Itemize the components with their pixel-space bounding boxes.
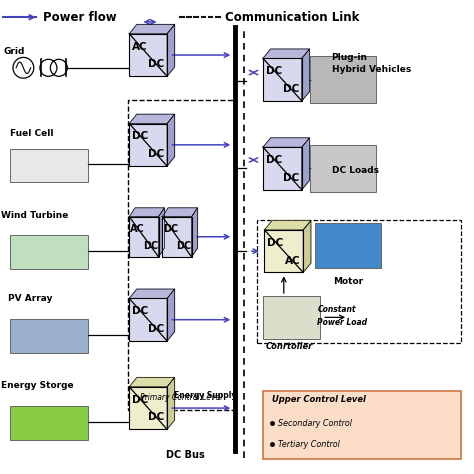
Text: DC Loads: DC Loads: [331, 166, 379, 175]
Text: DC: DC: [283, 173, 299, 183]
Text: DC: DC: [148, 149, 164, 159]
Text: Plug-in: Plug-in: [331, 53, 367, 62]
Text: DC Bus: DC Bus: [165, 450, 204, 460]
Text: Hybrid Vehicles: Hybrid Vehicles: [331, 65, 411, 74]
Text: DC: DC: [266, 66, 282, 76]
Bar: [310, 145, 376, 192]
Text: DC: DC: [163, 224, 178, 234]
Text: DC: DC: [283, 84, 299, 94]
Text: Secondary Control: Secondary Control: [278, 419, 352, 428]
Bar: [129, 34, 167, 76]
Bar: [315, 223, 381, 268]
Polygon shape: [167, 114, 174, 166]
Bar: [263, 58, 302, 101]
Polygon shape: [167, 25, 174, 76]
Polygon shape: [302, 138, 310, 190]
Text: DC: DC: [148, 59, 164, 69]
Text: AC: AC: [284, 255, 300, 265]
Bar: [310, 56, 376, 103]
Text: DC: DC: [176, 241, 191, 251]
Bar: [129, 217, 158, 257]
Bar: [10, 235, 88, 269]
Polygon shape: [129, 377, 174, 387]
Text: Tertiary Control: Tertiary Control: [278, 439, 340, 448]
Polygon shape: [303, 220, 311, 273]
Text: Fuel Cell: Fuel Cell: [10, 128, 54, 137]
Bar: [10, 319, 88, 353]
Text: Upper Control Level: Upper Control Level: [273, 395, 366, 403]
Bar: [128, 100, 235, 410]
Bar: [263, 391, 462, 459]
Text: DC: DC: [148, 412, 164, 422]
Text: AC: AC: [130, 224, 145, 234]
Text: DC: DC: [132, 131, 148, 141]
Text: Energy Supply: Energy Supply: [174, 391, 237, 400]
Text: Primary Control Level: Primary Control Level: [140, 393, 223, 402]
Polygon shape: [158, 208, 164, 257]
Text: Motor: Motor: [333, 277, 363, 286]
Polygon shape: [129, 114, 174, 124]
Polygon shape: [167, 377, 174, 429]
Text: Grid: Grid: [3, 47, 25, 56]
Polygon shape: [129, 289, 174, 299]
Polygon shape: [263, 138, 310, 147]
Bar: [162, 217, 191, 257]
Bar: [10, 406, 88, 440]
Polygon shape: [264, 220, 311, 230]
Bar: [264, 230, 303, 273]
Polygon shape: [167, 289, 174, 341]
Text: DC: DC: [267, 237, 283, 248]
Text: DC: DC: [132, 306, 148, 316]
Bar: [129, 299, 167, 341]
Text: DC: DC: [143, 241, 158, 251]
Polygon shape: [263, 49, 310, 58]
Text: Wind Turbine: Wind Turbine: [0, 211, 68, 220]
Text: Power flow: Power flow: [43, 11, 117, 24]
Text: DC: DC: [148, 324, 164, 334]
Polygon shape: [129, 25, 174, 34]
Text: Conrtoller: Conrtoller: [265, 342, 313, 351]
Bar: [257, 220, 461, 343]
Polygon shape: [162, 208, 198, 217]
Text: Power Load: Power Load: [318, 318, 367, 327]
Text: DC: DC: [132, 394, 148, 405]
Text: Communication Link: Communication Link: [225, 11, 360, 24]
Polygon shape: [129, 208, 164, 217]
Text: Energy Storge: Energy Storge: [0, 382, 73, 391]
Text: PV Array: PV Array: [8, 294, 52, 303]
Text: Constant: Constant: [318, 305, 356, 314]
Polygon shape: [191, 208, 198, 257]
Polygon shape: [302, 49, 310, 101]
Bar: [129, 387, 167, 429]
Bar: [263, 296, 319, 338]
Bar: [263, 147, 302, 190]
Text: DC: DC: [266, 155, 282, 165]
Text: AC: AC: [132, 42, 147, 52]
Bar: [129, 124, 167, 166]
Bar: [10, 149, 88, 182]
